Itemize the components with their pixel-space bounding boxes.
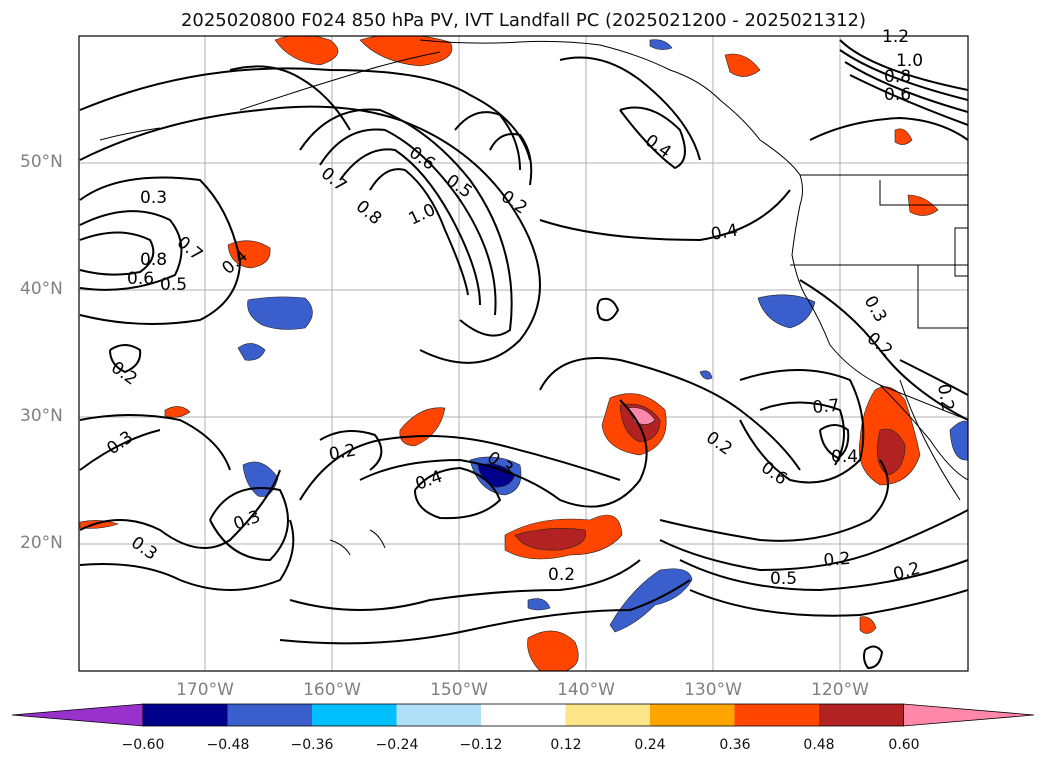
contour-label: 1.2 <box>882 27 909 47</box>
lon-label-130w: 130°W <box>684 680 742 700</box>
contour-label: 0.8 <box>884 67 911 87</box>
contour-label: 0.2 <box>823 549 852 571</box>
colorbar-bin <box>227 704 312 726</box>
colorbar-tick: −0.36 <box>290 737 334 753</box>
contour-label: 0.5 <box>770 569 797 589</box>
contour-label: 0.2 <box>327 441 357 465</box>
pv-contours <box>79 39 968 670</box>
coastline <box>99 39 968 556</box>
colorbar <box>11 703 1035 727</box>
colorbar-tick: 0.48 <box>803 737 835 753</box>
lon-label-140w: 140°W <box>557 680 615 700</box>
contour-label: 0.4 <box>709 221 739 245</box>
colorbar-extend-min <box>11 703 144 727</box>
colorbar-outline <box>142 703 904 727</box>
contour-label: 0.5 <box>160 275 187 295</box>
contour-label: 0.8 <box>140 250 167 270</box>
contour-label: 0.4 <box>831 447 858 467</box>
colorbar-bin <box>396 704 481 726</box>
lon-label-160w: 160°W <box>303 680 361 700</box>
lon-label-170w: 170°W <box>176 680 234 700</box>
colorbar-tick: −0.48 <box>206 737 250 753</box>
contour-label: 0.7 <box>812 396 841 418</box>
colorbar-tick: −0.12 <box>459 737 503 753</box>
colorbar-bin <box>143 704 228 726</box>
colorbar-bin <box>481 704 566 726</box>
contour-label: 0.3 <box>140 188 167 208</box>
contour-label: 0.6 <box>884 85 911 105</box>
colorbar-bin <box>819 704 904 726</box>
map-title: 2025020800 F024 850 hPa PV, IVT Landfall… <box>180 10 867 31</box>
map-frame <box>78 35 969 672</box>
colorbar-tick: 0.24 <box>634 737 666 753</box>
positive-anomaly-regions <box>79 36 939 671</box>
colorbar-tick: 0.60 <box>888 737 920 753</box>
contour-label: 0.2 <box>933 382 957 412</box>
colorbar-extend-max <box>903 703 1035 727</box>
colorbar-tick: −0.60 <box>121 737 165 753</box>
lon-label-120w: 120°W <box>811 680 869 700</box>
lat-label-20n: 20°N <box>20 533 63 553</box>
colorbar-bin <box>650 704 735 726</box>
colorbar-tick: −0.24 <box>375 737 419 753</box>
colorbar-bin <box>565 704 650 726</box>
lat-label-50n: 50°N <box>20 152 63 172</box>
colorbar-bin <box>312 704 397 726</box>
contour-label: 0.6 <box>127 269 154 289</box>
lat-label-40n: 40°N <box>20 279 63 299</box>
map-plot-area <box>79 36 968 671</box>
colorbar-bin <box>734 704 819 726</box>
contour-label: 1.0 <box>896 51 923 71</box>
contour-label: 0.2 <box>548 565 575 585</box>
colorbar-tick: 0.36 <box>719 737 751 753</box>
lat-label-30n: 30°N <box>20 406 63 426</box>
colorbar-tick: 0.12 <box>550 737 582 753</box>
lon-label-150w: 150°W <box>430 680 488 700</box>
